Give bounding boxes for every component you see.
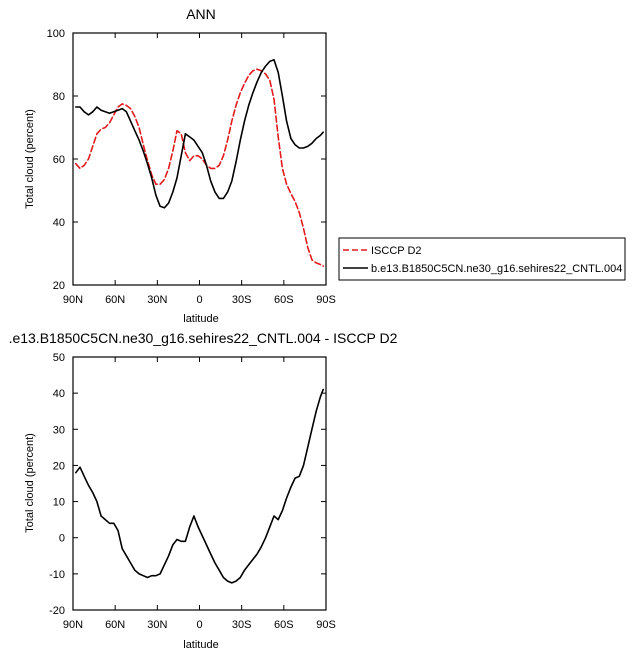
bottom-x-axis: 90N 60N 30N 0 30S 60S 90S [63, 357, 336, 631]
legend-box [338, 237, 626, 281]
top-x-tick-label: 90S [316, 294, 336, 306]
legend-label-isccp: ISCCP D2 [371, 245, 422, 257]
top-panel: ANN 20 40 60 80 100 90N 60N 30N 0 30S 60S 90S lati… [24, 6, 336, 325]
top-plot-frame [72, 32, 327, 286]
bottom-y-tick-label: 0 [59, 533, 65, 545]
top-x-tick-label: 90N [63, 294, 83, 306]
top-y-tick-label: 80 [53, 91, 65, 103]
top-x-axis-label: latitude [183, 313, 218, 325]
bottom-y-axis: -20 -10 0 10 20 30 40 50 [49, 352, 326, 617]
top-y-tick-label: 60 [53, 154, 65, 166]
top-chart-title: ANN [186, 6, 216, 22]
legend: ISCCP D2 b.e13.B1850C5CN.ne30_g16.sehire… [338, 237, 626, 281]
bottom-x-tick-label: 60S [274, 619, 294, 631]
bottom-y-tick-label: -20 [49, 605, 65, 617]
bottom-x-tick-label: 30S [232, 619, 252, 631]
top-series-line-1 [75, 58, 325, 209]
top-series-line-0 [75, 68, 325, 267]
top-series-lines [75, 58, 325, 267]
top-x-tick-label: 0 [196, 294, 202, 306]
bottom-x-tick-label: 30N [147, 619, 167, 631]
bottom-y-tick-label: 50 [53, 352, 65, 364]
top-x-tick-label: 30S [232, 294, 252, 306]
top-y-tick-label: 40 [53, 217, 65, 229]
legend-label-model: b.e13.B1850C5CN.ne30_g16.sehires22_CNTL.… [371, 263, 622, 275]
bottom-x-tick-label: 60N [105, 619, 125, 631]
bottom-y-tick-label: 10 [53, 497, 65, 509]
bottom-y-tick-label: -10 [49, 569, 65, 581]
top-x-tick-label: 60S [274, 294, 294, 306]
bottom-y-tick-label: 30 [53, 424, 65, 436]
top-y-tick-label: 20 [53, 280, 65, 292]
bottom-y-tick-label: 20 [53, 460, 65, 472]
bottom-chart-title: .e13.B1850C5CN.ne30_g16.sehires22_CNTL.0… [9, 330, 398, 346]
top-y-axis-label: Total cloud (percent) [24, 109, 36, 209]
top-x-tick-label: 60N [105, 294, 125, 306]
bottom-y-axis-label: Total cloud (percent) [24, 433, 36, 533]
bottom-series-lines [75, 388, 325, 584]
top-y-tick-label: 100 [47, 28, 65, 40]
bottom-plot-frame [72, 356, 327, 611]
top-x-tick-label: 30N [147, 294, 167, 306]
bottom-x-tick-label: 0 [196, 619, 202, 631]
top-x-axis: 90N 60N 30N 0 30S 60S 90S [63, 33, 336, 306]
bottom-y-tick-label: 40 [53, 388, 65, 400]
top-y-axis: 20 40 60 80 100 [47, 28, 326, 292]
bottom-series-line-0 [75, 388, 325, 584]
bottom-x-axis-label: latitude [183, 639, 218, 651]
bottom-x-tick-label: 90S [316, 619, 336, 631]
bottom-x-tick-label: 90N [63, 619, 83, 631]
bottom-panel: .e13.B1850C5CN.ne30_g16.sehires22_CNTL.0… [9, 330, 398, 651]
